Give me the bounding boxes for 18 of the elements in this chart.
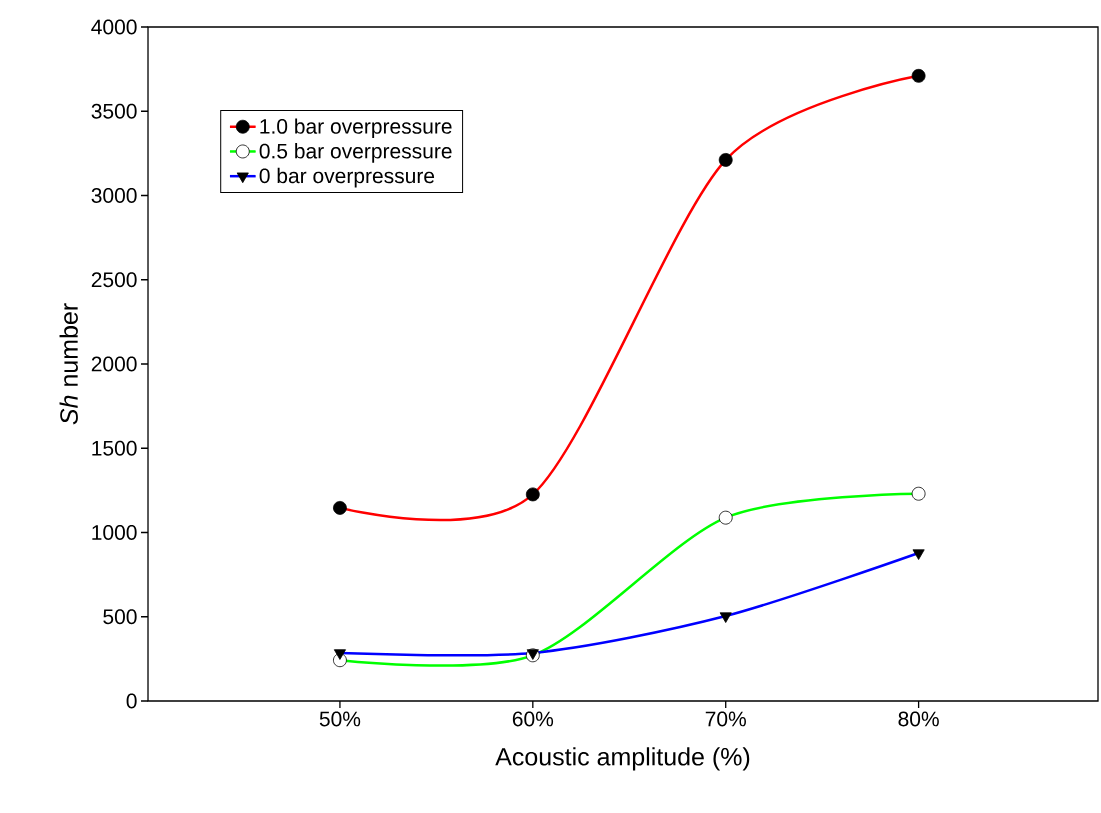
x-axis-title: Acoustic amplitude (%) [495,747,750,771]
y-tick-label: 3500 [91,103,137,119]
y-tick-label: 1000 [92,525,137,540]
x-tick-label: 70% [705,711,746,727]
legend-label: 1.0 bar overpressure [260,118,452,138]
x-tick-label: 80% [898,711,939,727]
legend-label: 0.5 bar overpressure [259,143,452,163]
x-tick-label: 50% [319,711,361,727]
y-tick-label: 1500 [92,440,137,456]
x-tick-label: 60% [512,711,554,727]
y-tick-label: 500 [103,609,137,625]
y-tick-label: 2000 [91,356,137,372]
y-tick-label: 2500 [91,272,137,288]
y-tick-label: 0 [126,693,137,709]
y-tick-label: 4000 [91,19,137,35]
legend-label: 0 bar overpressure [259,167,435,188]
y-tick-label: 3000 [91,188,137,203]
y-axis-title: Sh number [59,303,78,425]
